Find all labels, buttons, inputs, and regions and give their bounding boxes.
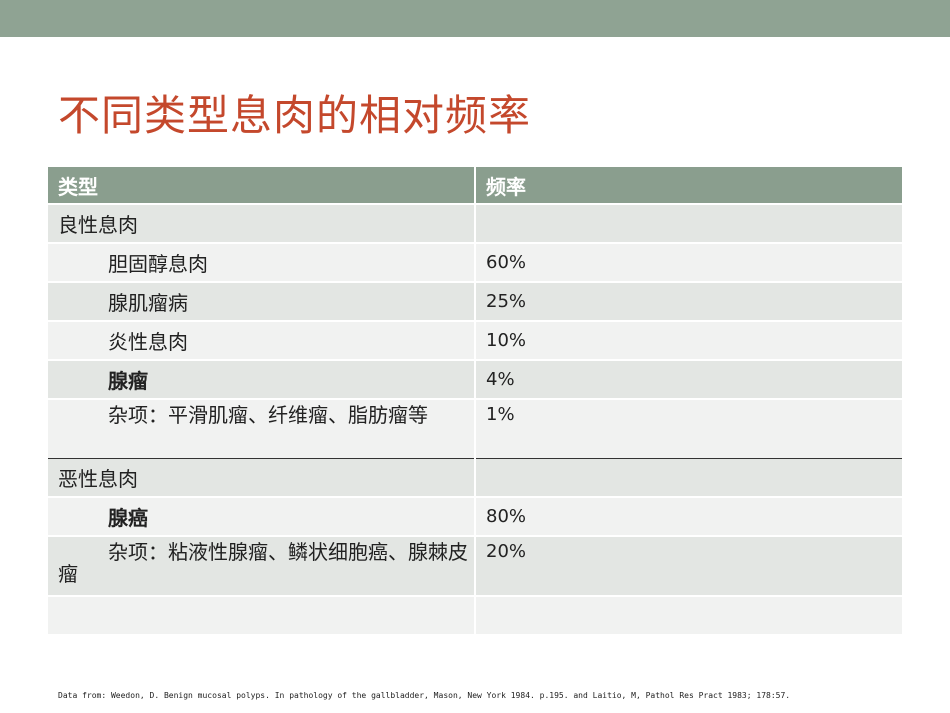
header-row: 类型 频率 — [48, 167, 902, 204]
cell — [474, 458, 902, 497]
cell — [48, 595, 475, 634]
type-cell: 腺瘤 — [48, 359, 475, 399]
type-cell: 杂项：粘液性腺瘤、鳞状细胞癌、腺棘皮瘤 — [48, 535, 475, 596]
freq-cell: 25% — [474, 281, 902, 321]
type-cell: 杂项：平滑肌瘤、纤维瘤、脂肪瘤等 — [48, 398, 475, 459]
type-cell: 腺癌 — [48, 496, 475, 536]
group-cell: 良性息肉 — [48, 203, 475, 243]
row: 腺瘤 4% — [48, 359, 902, 399]
footnote: Data from: Weedon, D. Benign mucosal pol… — [58, 691, 791, 700]
slide-title: 不同类型息肉的相对频率 — [58, 91, 532, 140]
freq-cell: 20% — [474, 535, 902, 596]
row: 良性息肉 — [48, 203, 902, 243]
type-cell: 炎性息肉 — [48, 320, 475, 360]
row: 杂项：平滑肌瘤、纤维瘤、脂肪瘤等 1% — [48, 398, 902, 459]
freq-cell: 1% — [474, 398, 902, 459]
group-cell: 恶性息肉 — [48, 458, 475, 497]
type-cell: 腺肌瘤病 — [48, 281, 475, 321]
row: 杂项：粘液性腺瘤、鳞状细胞癌、腺棘皮瘤 20% — [48, 535, 902, 596]
cell — [474, 203, 902, 243]
row: 腺肌瘤病 25% — [48, 281, 902, 321]
freq-cell: 4% — [474, 359, 902, 399]
freq-cell: 10% — [474, 320, 902, 360]
frequency-table: 类型 频率 良性息肉 胆固醇息肉 60% 腺肌瘤病 25% 炎性息肉 10% 腺… — [48, 167, 902, 634]
row: 炎性息肉 10% — [48, 320, 902, 360]
row: 腺癌 80% — [48, 496, 902, 536]
type-cell: 胆固醇息肉 — [48, 242, 475, 282]
row — [48, 595, 902, 634]
freq-cell: 60% — [474, 242, 902, 282]
freq-cell: 80% — [474, 496, 902, 536]
cell — [474, 595, 902, 634]
top-bar — [0, 0, 950, 37]
header-cell: 类型 — [48, 167, 475, 204]
header-cell: 频率 — [474, 167, 902, 204]
row: 恶性息肉 — [48, 458, 902, 497]
row: 胆固醇息肉 60% — [48, 242, 902, 282]
